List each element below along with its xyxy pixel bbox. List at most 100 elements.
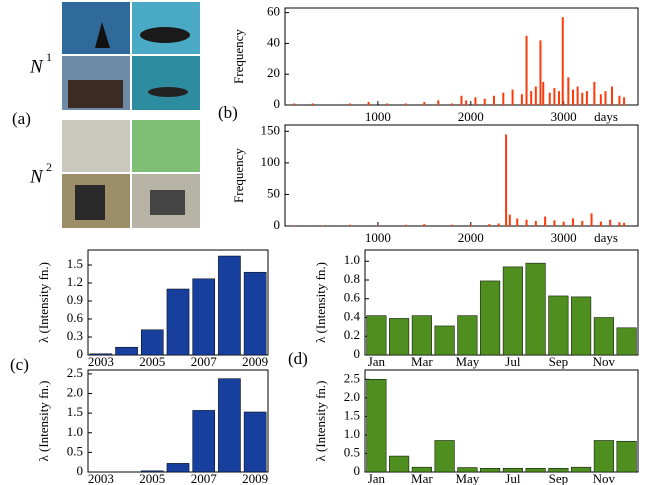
x-tick-label: 2000 xyxy=(458,230,484,245)
y-tick-label: 0 xyxy=(274,217,281,232)
x-tick-label: Jul xyxy=(505,471,521,485)
x-tick-label: May xyxy=(455,354,479,369)
y-tick-label: 0 xyxy=(274,96,281,111)
x-tick-label: 2005 xyxy=(139,354,165,369)
y-tick-label: 0 xyxy=(77,463,84,478)
x-tick-label: 2009 xyxy=(242,471,268,485)
bar xyxy=(480,468,500,472)
x-axis-label: days xyxy=(594,230,618,245)
plot-frame xyxy=(88,370,268,472)
y-tick-label: 0.2 xyxy=(344,327,360,342)
y-tick-label: 0.3 xyxy=(67,328,83,343)
bar xyxy=(193,279,215,355)
panel-label: (b) xyxy=(218,103,238,122)
network-index: 1 xyxy=(46,50,52,64)
network-name: N xyxy=(29,166,44,187)
bar xyxy=(193,410,215,472)
bar xyxy=(167,289,189,355)
bar xyxy=(617,328,637,355)
bar xyxy=(594,318,614,356)
network-index: 2 xyxy=(46,160,52,174)
y-tick-label: 2.0 xyxy=(344,389,360,404)
y-tick-label: 2.0 xyxy=(67,385,83,400)
y-tick-label: 1.5 xyxy=(67,256,83,271)
bar xyxy=(617,441,637,472)
network-name: N xyxy=(29,56,44,77)
y-tick-label: 60 xyxy=(267,4,280,19)
x-tick-label: 3000 xyxy=(551,230,577,245)
y-tick-label: 2.5 xyxy=(344,370,360,385)
bar xyxy=(480,281,500,355)
x-tick-label: Nov xyxy=(593,354,616,369)
x-tick-label: Jul xyxy=(505,354,521,369)
x-tick-label: Jan xyxy=(368,354,386,369)
x-tick-label: 2009 xyxy=(242,354,268,369)
x-tick-label: Jan xyxy=(368,471,386,485)
bar xyxy=(458,316,478,355)
bar xyxy=(244,412,266,472)
bar xyxy=(141,471,163,472)
bar xyxy=(503,267,523,355)
bar xyxy=(435,326,455,355)
x-tick-label: 3000 xyxy=(551,109,577,124)
bar xyxy=(389,318,409,355)
bar xyxy=(526,263,546,355)
y-tick-label: 0 xyxy=(77,346,84,361)
y-axis-label: Frequency xyxy=(231,148,246,203)
y-tick-label: 1.5 xyxy=(67,404,83,419)
y-tick-label: 0.5 xyxy=(344,444,360,459)
y-axis-label: λ (Intensity fn.) xyxy=(36,380,51,461)
y-tick-label: 0.5 xyxy=(67,443,83,458)
y-axis-label: λ (Intensity fn.) xyxy=(313,262,328,343)
bar xyxy=(367,379,387,472)
x-tick-label: Mar xyxy=(411,354,433,369)
bar xyxy=(412,316,432,355)
y-tick-label: 0.4 xyxy=(344,308,361,323)
panel-label: (a) xyxy=(12,109,31,128)
y-tick-label: 100 xyxy=(261,154,281,169)
x-tick-label: Sep xyxy=(549,471,569,485)
y-tick-label: 1.5 xyxy=(344,407,360,422)
y-tick-label: 0.9 xyxy=(67,292,83,307)
panel-label: (c) xyxy=(10,355,29,374)
x-tick-label: 2007 xyxy=(191,471,218,485)
bar xyxy=(389,456,409,472)
bar xyxy=(526,468,546,472)
y-tick-label: 0 xyxy=(354,346,361,361)
x-tick-label: 1000 xyxy=(365,109,391,124)
x-tick-label: 2007 xyxy=(191,354,218,369)
bar xyxy=(435,440,455,472)
y-axis-label: λ (Intensity fn.) xyxy=(313,380,328,461)
plot-frame xyxy=(285,8,638,105)
bar xyxy=(116,347,138,355)
bar xyxy=(503,468,523,472)
panel-label: (d) xyxy=(288,349,308,368)
x-tick-label: 2003 xyxy=(88,471,114,485)
bar xyxy=(549,296,569,355)
y-axis-label: λ (Intensity fn.) xyxy=(36,262,51,343)
bar xyxy=(141,330,163,355)
y-tick-label: 0.8 xyxy=(344,271,360,286)
bar xyxy=(367,316,387,355)
y-tick-label: 0.6 xyxy=(67,310,84,325)
y-tick-label: 1.0 xyxy=(67,424,83,439)
y-tick-label: 50 xyxy=(267,185,280,200)
y-tick-label: 20 xyxy=(267,65,280,80)
y-tick-label: 2.5 xyxy=(67,365,83,380)
x-axis-label: days xyxy=(594,109,618,124)
bar xyxy=(244,272,266,355)
y-tick-label: 1.0 xyxy=(344,252,360,267)
bar xyxy=(167,463,189,472)
bar xyxy=(458,468,478,472)
x-tick-label: Mar xyxy=(411,471,433,485)
bar xyxy=(218,379,240,472)
bar xyxy=(571,467,591,472)
y-tick-label: 40 xyxy=(267,34,280,49)
y-tick-label: 1.0 xyxy=(344,426,360,441)
x-tick-label: 2003 xyxy=(88,354,114,369)
x-tick-label: May xyxy=(455,471,479,485)
bar xyxy=(90,354,112,355)
bar xyxy=(412,467,432,472)
y-axis-label: Frequency xyxy=(231,29,246,84)
y-tick-label: 0 xyxy=(354,463,361,478)
